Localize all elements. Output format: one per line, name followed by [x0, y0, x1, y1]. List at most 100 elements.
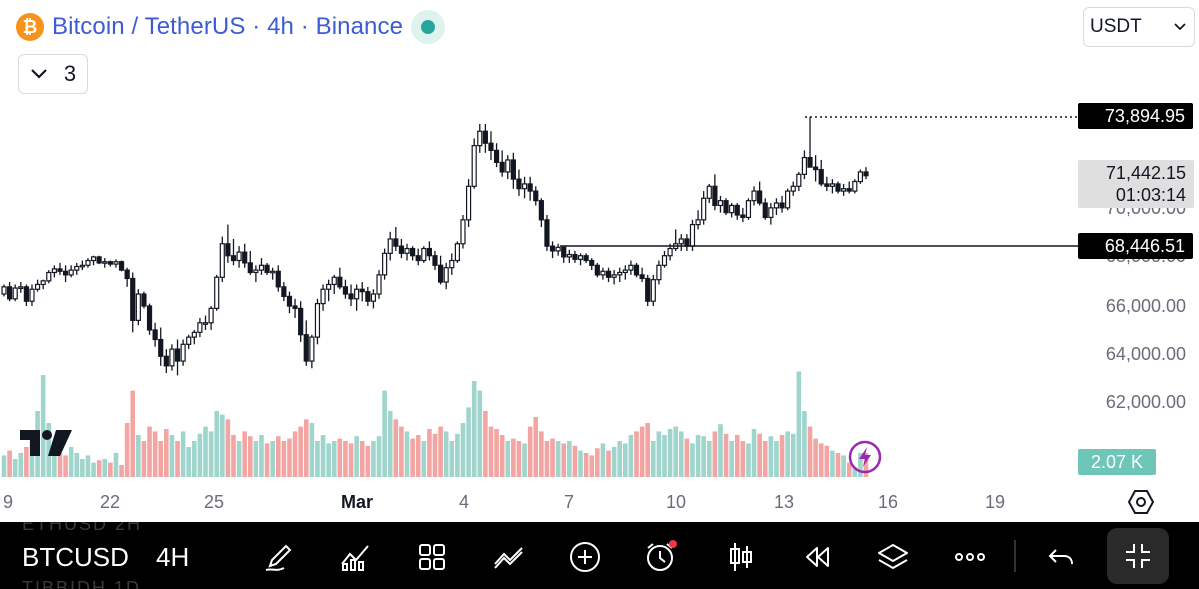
x-tick-label: 16 [878, 492, 898, 512]
chart-settings-icon[interactable] [1127, 489, 1155, 520]
volume-bar [511, 438, 516, 477]
candle-body [202, 322, 209, 325]
candle [208, 306, 214, 330]
candle [611, 270, 617, 285]
candle [62, 265, 69, 283]
volume-bar [404, 431, 410, 477]
candle-body [751, 190, 757, 202]
volume-bar [68, 447, 74, 477]
interval-button[interactable]: 4H [156, 542, 190, 572]
volume-bar [567, 441, 572, 477]
lightning-icon[interactable] [848, 440, 882, 474]
volume-bar [130, 390, 136, 477]
candle [40, 279, 46, 290]
more-options-icon[interactable] [953, 540, 987, 574]
candle [566, 249, 572, 263]
volume-bar [544, 441, 550, 477]
replay-rewind-icon[interactable] [800, 540, 834, 574]
volume-bar [572, 445, 578, 477]
volume-bar [623, 443, 628, 477]
candle-body [169, 348, 175, 367]
watchlist-ghost-row: ETHUSD 2H [22, 522, 143, 534]
volume-bar [287, 438, 292, 477]
bar-countdown: 01:03:14 [1115, 185, 1186, 205]
volume-bar [438, 426, 443, 477]
layers-icon[interactable] [876, 540, 910, 574]
x-tick-label: 19 [985, 492, 1005, 512]
candle [169, 344, 175, 371]
volume-bar [320, 435, 326, 477]
candle-body [225, 243, 231, 257]
candle-body [40, 280, 46, 286]
candle-body [813, 166, 819, 171]
currency-select[interactable]: USDT [1083, 7, 1195, 47]
alert-clock-icon[interactable] [643, 540, 677, 574]
candle [661, 250, 668, 268]
candle-body [309, 336, 315, 362]
candle [499, 150, 505, 177]
market-status-indicator[interactable] [411, 10, 446, 44]
volume-bar [818, 443, 824, 477]
candle [835, 181, 841, 194]
candle-body [589, 259, 595, 266]
axes: 70,000.00 68,000.00 66,000.0064,000.0062… [3, 198, 1186, 512]
candle-body [549, 245, 556, 252]
volume-bar [617, 441, 623, 477]
undo-icon[interactable] [1044, 540, 1078, 574]
indicators-chart-icon[interactable] [338, 540, 372, 574]
add-icon[interactable] [568, 540, 602, 574]
exit-fullscreen-button[interactable] [1107, 528, 1169, 584]
tradingview-logo-icon[interactable] [20, 430, 72, 461]
price-chart[interactable]: 70,000.00 68,000.00 66,000.0064,000.0062… [0, 0, 1199, 522]
candlestick-style-icon[interactable] [724, 540, 758, 574]
candle [275, 265, 281, 292]
candle [493, 143, 500, 168]
candle-body [359, 288, 365, 293]
candle [712, 174, 718, 211]
candle-body [555, 246, 561, 252]
candle [46, 270, 52, 284]
candle-body [650, 279, 656, 302]
volume-bar [432, 433, 438, 477]
volume-bar [399, 426, 404, 477]
candle-body [382, 252, 388, 276]
candle-body [51, 268, 57, 274]
candle [314, 298, 321, 345]
volume-bar [259, 435, 264, 477]
candle-body [404, 247, 410, 254]
candle-body [622, 269, 628, 274]
candle [745, 198, 752, 220]
volume-bar [281, 441, 287, 477]
volume-bar [477, 390, 483, 477]
chart-area[interactable]: 70,000.00 68,000.00 66,000.0064,000.0062… [0, 0, 1199, 522]
candle [359, 282, 365, 302]
candle [768, 203, 774, 225]
symbol-button[interactable]: BTCUSD [22, 542, 129, 572]
drawing-tool-pen-icon[interactable] [262, 540, 296, 574]
volume-bar [796, 371, 802, 477]
volume-bar [24, 447, 29, 477]
collapse-arrows-icon [1126, 544, 1150, 568]
candle-body [141, 293, 147, 307]
candle [488, 131, 494, 160]
candle [432, 250, 438, 271]
volume-bar [275, 436, 281, 477]
candle [790, 181, 796, 196]
volume-bar [152, 431, 158, 477]
candle-body [443, 267, 449, 283]
symbol-title[interactable]: Bitcoin / TetherUS · 4h · Binance [52, 13, 404, 40]
volume-bar [527, 426, 533, 477]
volume-bar [650, 441, 656, 477]
candle [354, 284, 360, 311]
compare-symbols-icon[interactable] [492, 540, 526, 574]
candle [460, 215, 466, 249]
candle [465, 179, 472, 228]
candle [807, 116, 813, 168]
volume-bar [315, 441, 320, 477]
layout-grid-icon[interactable] [415, 540, 449, 574]
candle-body [762, 202, 768, 219]
volume-bar [253, 441, 259, 477]
candle-body [801, 156, 808, 175]
candle [393, 227, 399, 251]
indicators-toggle-button[interactable]: 3 [18, 54, 88, 94]
